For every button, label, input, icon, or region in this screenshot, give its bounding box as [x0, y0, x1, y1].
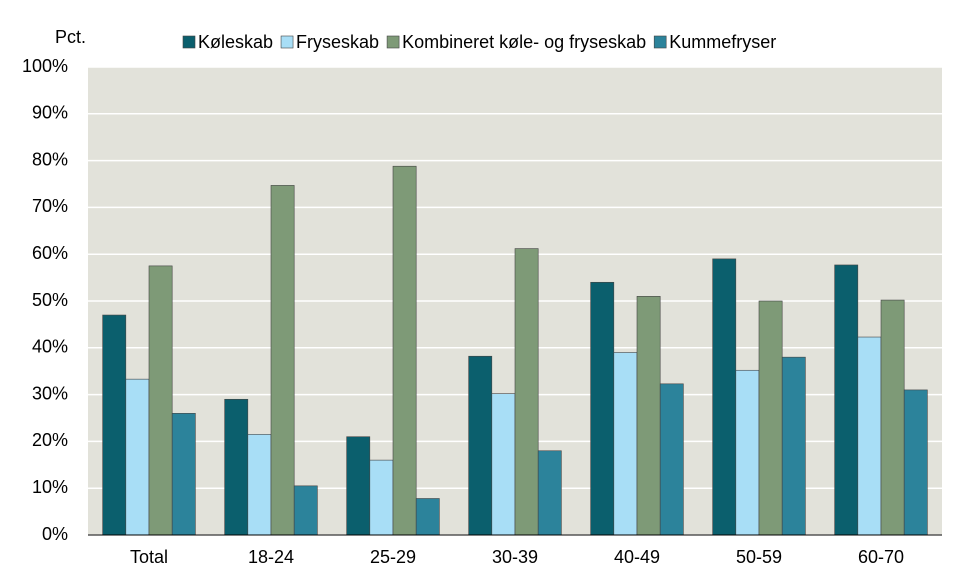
y-axis-label: Pct.: [55, 27, 86, 47]
y-tick-label: 30%: [32, 383, 68, 403]
bar: [834, 264, 859, 536]
y-tick-label: 10%: [32, 477, 68, 497]
bar: [781, 356, 806, 536]
legend-label: Kummefryser: [669, 32, 776, 52]
bar: [468, 355, 493, 536]
legend-swatch: [280, 35, 294, 49]
bar: [880, 299, 905, 536]
y-tick-label: 60%: [32, 243, 68, 263]
bar: [758, 300, 783, 536]
bar: [857, 336, 882, 536]
x-tick-label: 25-29: [370, 547, 416, 567]
x-tick-label: 60-70: [858, 547, 904, 567]
bar: [590, 281, 615, 536]
bar: [224, 398, 249, 536]
bar: [712, 258, 737, 536]
x-tick-label: 50-59: [736, 547, 782, 567]
bar: [102, 314, 127, 536]
bar: [735, 369, 760, 536]
legend-label: Kombineret køle- og fryseskab: [402, 32, 646, 52]
y-tick-label: 20%: [32, 430, 68, 450]
bar: [171, 413, 196, 536]
legend-label: Køleskab: [198, 32, 273, 52]
bar: [346, 436, 371, 536]
bar: [247, 434, 272, 536]
y-tick-label: 70%: [32, 196, 68, 216]
y-tick-label: 40%: [32, 337, 68, 357]
y-tick-label: 90%: [32, 103, 68, 123]
legend-label: Fryseskab: [296, 32, 379, 52]
y-tick-label: 0%: [42, 524, 68, 544]
bar: [148, 265, 173, 536]
bar: [293, 485, 318, 536]
bar: [514, 248, 539, 536]
bar: [491, 393, 516, 536]
y-tick-label: 80%: [32, 149, 68, 169]
bar: [537, 450, 562, 536]
bar: [125, 378, 150, 536]
x-tick-label: Total: [130, 547, 168, 567]
bar: [415, 498, 440, 536]
bar: [903, 389, 928, 536]
legend-swatch: [386, 35, 400, 49]
legend-swatch: [182, 35, 196, 49]
y-tick-label: 50%: [32, 290, 68, 310]
bar: [369, 459, 394, 536]
bar: [392, 165, 417, 536]
x-tick-label: 18-24: [248, 547, 294, 567]
x-tick-label: 30-39: [492, 547, 538, 567]
y-tick-label: 100%: [22, 56, 68, 76]
bar: [659, 383, 684, 536]
bar: [636, 296, 661, 536]
bar: [270, 185, 295, 536]
bar: [613, 352, 638, 536]
legend-swatch: [653, 35, 667, 49]
x-tick-label: 40-49: [614, 547, 660, 567]
